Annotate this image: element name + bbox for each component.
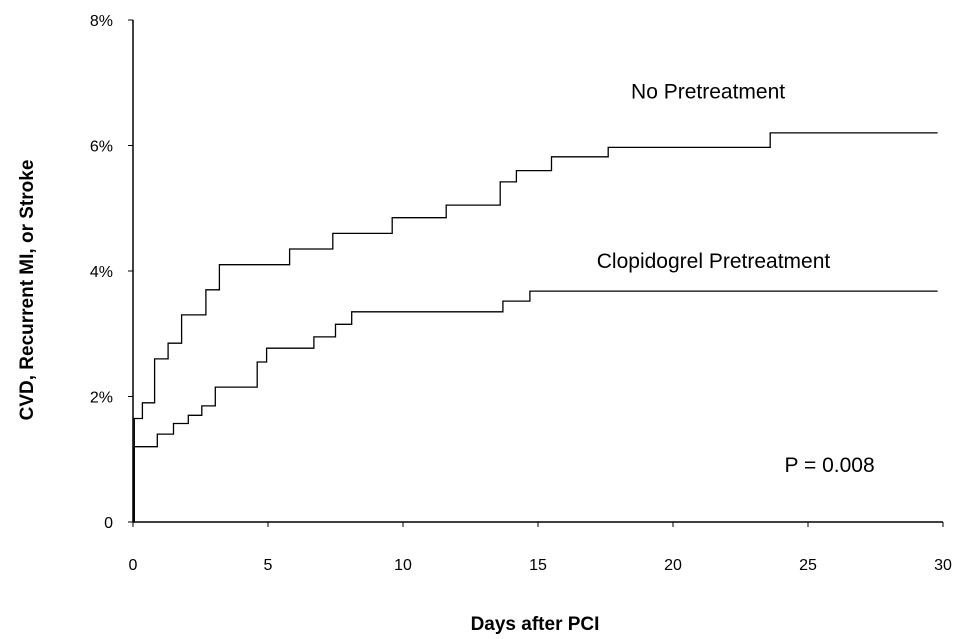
y-tick-label: 2%	[90, 390, 113, 407]
x-tick-label: 25	[799, 557, 817, 574]
series-line-no-pretreatment	[133, 132, 938, 523]
annotations: No Pretreatment Clopidogrel Pretreatment P…	[597, 80, 875, 476]
x-tick-label: 30	[934, 557, 952, 574]
axis-ticks: 0 5 10 15 20 25 30 0 2% 4% 6% 8%	[90, 13, 952, 574]
x-tick-label: 15	[529, 557, 547, 574]
label-clopidogrel-pretreatment: Clopidogrel Pretreatment	[597, 250, 831, 273]
y-tick-label: 0	[104, 515, 113, 532]
series-lines	[133, 132, 938, 523]
y-axis-title: CVD, Recurrent MI, or Stroke	[17, 160, 38, 421]
x-tick-label: 20	[664, 557, 682, 574]
p-value-label: P = 0.008	[785, 454, 875, 477]
x-tick-label: 5	[264, 557, 273, 574]
x-tick-label: 10	[394, 557, 412, 574]
x-axis-title: Days after PCI	[471, 614, 600, 635]
y-tick-label: 8%	[90, 13, 113, 30]
label-no-pretreatment: No Pretreatment	[631, 80, 785, 103]
x-tick-label: 0	[129, 557, 138, 574]
y-tick-label: 4%	[90, 264, 113, 281]
series-line-clopidogrel-pretreatment	[133, 290, 938, 523]
y-tick-label: 6%	[90, 139, 113, 156]
